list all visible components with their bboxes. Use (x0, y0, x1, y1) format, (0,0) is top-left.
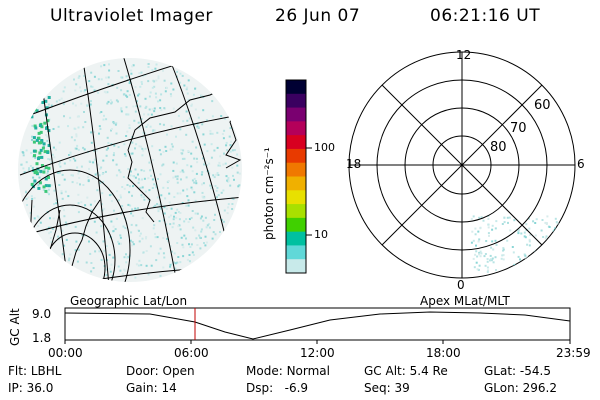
colorbar-tick-10: 10 (314, 228, 328, 241)
footer-glat: GLat: -54.5 (484, 364, 551, 378)
colorbar (285, 79, 312, 274)
altitude-curve (64, 311, 571, 340)
colorbar-unit-label: photon cm⁻²s⁻¹ (262, 147, 276, 240)
polar-grid (349, 52, 575, 278)
lat-label-70: 70 (510, 121, 527, 136)
timeline-xtick-1200: 12:00 (300, 346, 335, 360)
footer-flt: Flt: LBHL (8, 364, 62, 378)
timeline-xtick-2359: 23:59 (556, 346, 591, 360)
timeline-right-label: Apex MLat/MLT (420, 294, 510, 308)
colorbar-cell (286, 190, 306, 205)
time-label: 06:21:16 UT (430, 6, 541, 26)
colorbar-cell (286, 217, 306, 233)
date-label: 26 Jun 07 (275, 6, 361, 26)
timeline-axis-title: GC Alt (8, 308, 22, 346)
colorbar-cell (286, 162, 306, 177)
timeline-ytick-bottom: 1.8 (32, 331, 52, 345)
footer-gain: Gain: 14 (126, 381, 177, 395)
colorbar-tick-100: 100 (314, 141, 335, 154)
colorbar-cell (286, 231, 306, 246)
colorbar-cell (286, 245, 306, 260)
instrument-title: Ultraviolet Imager (50, 6, 213, 26)
footer-glon: GLon: 296.2 (484, 381, 557, 395)
footer-gc-alt: GC Alt: 5.4 Re (364, 364, 448, 378)
timeline-xtick-0600: 06:00 (174, 346, 209, 360)
footer-mode: Mode: Normal (246, 364, 330, 378)
mlt-label-18: 18 (346, 157, 362, 171)
colorbar-cell (286, 204, 306, 219)
mlt-label-6: 6 (577, 157, 585, 171)
colorbar-cell (286, 148, 306, 164)
timeline-ytick-top: 9.0 (32, 307, 52, 321)
colorbar-cell (286, 93, 306, 109)
timeline-xtick-0000: 00:00 (48, 346, 83, 360)
lat-label-80: 80 (490, 140, 507, 155)
footer-ip: IP: 36.0 (8, 381, 54, 395)
polar-plot (348, 51, 576, 279)
altitude-timeline (64, 307, 571, 344)
timeline-left-label: Geographic Lat/Lon (70, 294, 188, 308)
colorbar-cell (286, 259, 306, 274)
colorbar-cell (286, 107, 306, 122)
colorbar-cell (286, 80, 306, 95)
colorbar-cell (286, 176, 306, 191)
footer-dsp: Dsp: -6.9 (246, 381, 309, 395)
lat-label-60: 60 (534, 98, 551, 113)
timeline-xtick-1800: 18:00 (426, 346, 461, 360)
colorbar-cell (286, 135, 306, 150)
timeline-ticks (64, 340, 571, 344)
mlt-label-0: 0 (457, 278, 465, 292)
footer-door: Door: Open (126, 364, 195, 378)
footer-seq: Seq: 39 (364, 381, 410, 395)
mlt-label-12: 12 (456, 48, 472, 62)
colorbar-cell (286, 121, 306, 136)
coastline (29, 79, 242, 271)
geographic-image (18, 58, 242, 282)
